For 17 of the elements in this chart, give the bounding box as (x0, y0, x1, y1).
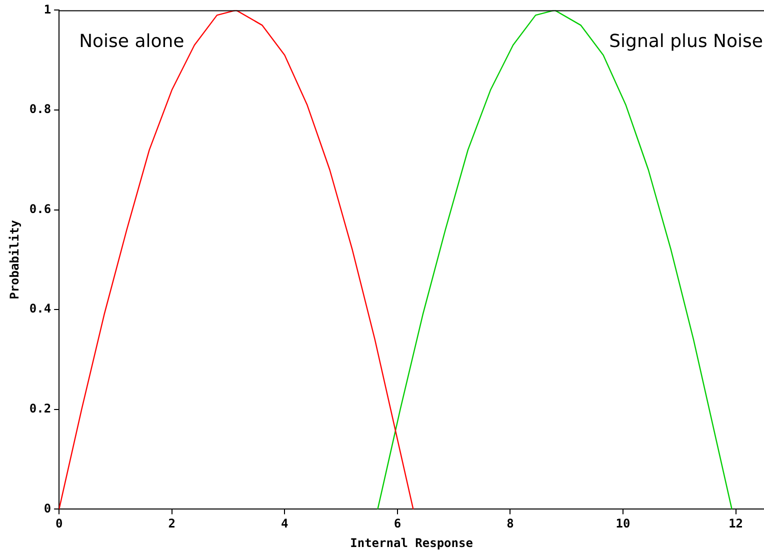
y-tick-label: 0.4 (29, 302, 52, 316)
y-tick-label: 1 (44, 2, 52, 16)
y-tick-label: 0.8 (29, 102, 52, 116)
y-axis-title: Probability (7, 220, 22, 300)
series-label: Signal plus Noise (609, 30, 763, 52)
y-tick-label: 0 (44, 501, 52, 516)
series-label: Noise alone (79, 30, 184, 52)
x-tick-label: 0 (55, 516, 63, 531)
x-tick-label: 8 (506, 516, 514, 531)
x-tick-label: 2 (168, 516, 176, 531)
x-tick-label: 10 (616, 516, 630, 531)
y-tick-label: 0.2 (29, 402, 52, 416)
x-tick-label: 12 (728, 516, 744, 531)
x-tick-label: 4 (281, 516, 288, 531)
x-tick-label: 6 (394, 516, 402, 531)
x-axis-title: Internal Response (350, 536, 473, 550)
y-tick-label: 0.6 (29, 202, 52, 216)
